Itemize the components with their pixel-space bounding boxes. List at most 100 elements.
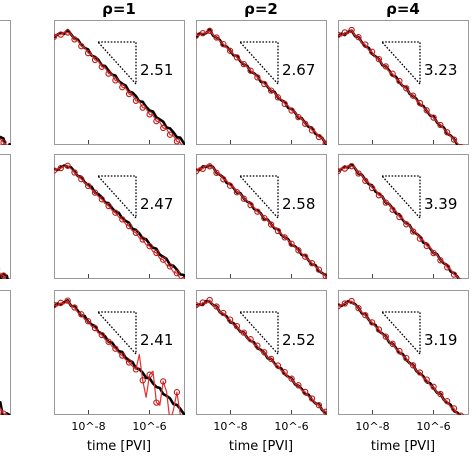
series-red-marker (274, 227, 282, 235)
series-red-marker (308, 260, 316, 267)
series-red-marker (71, 36, 78, 43)
series-red-marker (465, 420, 470, 425)
series-red-marker (199, 30, 206, 37)
series-red-marker (315, 133, 323, 141)
series-red-marker (403, 354, 410, 362)
series-red-marker (91, 56, 99, 64)
panel-plot-area (0, 267, 11, 279)
series-red-marker (409, 228, 417, 235)
x-tick-label: 10^-6 (132, 420, 166, 433)
series-red-marker (0, 139, 7, 145)
panel-2-2: 2.52 (196, 290, 335, 421)
series-red-marker (7, 146, 12, 151)
series-red-marker (330, 416, 335, 421)
panel-1-3: 3.39 (338, 154, 469, 279)
series-red-marker (396, 77, 403, 85)
series-red-marker (355, 170, 362, 177)
series-red-marker (247, 336, 254, 343)
series-red-marker (396, 347, 403, 355)
series-red-marker (254, 74, 261, 81)
panel-plot-area (196, 163, 327, 279)
slope-triangle (238, 41, 279, 86)
series-red-marker (132, 97, 140, 104)
series-red-marker (267, 87, 275, 94)
series-red-marker (389, 206, 396, 213)
series-red-marker (0, 272, 7, 279)
panel-0-0: 2.69 (0, 20, 12, 151)
panel-2-0: .53 (0, 290, 11, 415)
series-red-marker (261, 214, 268, 222)
series-red-marker (78, 176, 85, 183)
series-red-marker (261, 80, 268, 88)
series-red-marker (196, 301, 200, 309)
series-red-marker (403, 85, 410, 92)
series-red-marker (450, 271, 458, 278)
series-red-line (54, 300, 181, 415)
series-black-line (338, 299, 462, 415)
series-red-marker (368, 319, 376, 326)
series-red-marker (57, 31, 64, 38)
series-red-marker (78, 311, 85, 318)
series-red-marker (166, 131, 174, 138)
series-red-line (338, 164, 460, 279)
series-red-marker (459, 278, 463, 279)
series-red-marker (403, 221, 410, 228)
slope-triangle (380, 41, 421, 86)
series-red-marker (153, 249, 160, 257)
slope-triangle (96, 41, 137, 86)
series-red-marker (84, 318, 92, 325)
series-red-marker (188, 152, 193, 157)
series-red-marker (105, 202, 112, 210)
series-red-marker (64, 162, 71, 169)
series-red-marker (322, 272, 327, 279)
series-red-marker (308, 395, 316, 402)
series-red-marker (139, 236, 146, 243)
series-red-marker (382, 63, 389, 70)
series-red-marker (362, 312, 369, 319)
x-axis-label: time [PVI] (371, 439, 435, 454)
series-red-marker (302, 120, 309, 127)
series-red-marker (423, 107, 430, 114)
panel-0-2: 2.67 (196, 20, 335, 153)
x-tick-label: 10^-8 (71, 420, 105, 433)
series-red-marker (57, 299, 64, 306)
panel-plot-area (196, 296, 335, 421)
series-red-marker (226, 182, 234, 189)
series-red-marker (416, 369, 424, 376)
slope-triangle (380, 175, 421, 220)
series-red-marker (119, 352, 126, 359)
series-red-marker (173, 138, 181, 145)
series-red-marker (288, 375, 295, 382)
x-tick-label: 10^-6 (274, 420, 308, 433)
series-red-marker (84, 49, 92, 57)
slope-label: 2.51 (140, 61, 173, 79)
panel-plot-area (0, 401, 11, 415)
series-red-marker (444, 264, 451, 271)
slope-label: 3.23 (424, 61, 457, 79)
slope-triangle (96, 175, 137, 220)
series-red-marker (112, 77, 119, 84)
series-red-marker (274, 94, 282, 101)
series-black-line (196, 299, 327, 415)
series-black-line (54, 28, 185, 145)
slope-label: 2.47 (140, 195, 173, 213)
series-red-marker (240, 60, 247, 68)
series-red-marker (180, 276, 185, 279)
panel-plot-area (338, 297, 470, 425)
panel-frame (54, 20, 185, 145)
series-red-marker (105, 338, 112, 345)
series-red-marker (302, 253, 309, 260)
series-red-marker (119, 216, 126, 223)
series-red-marker (267, 221, 275, 228)
series-red-marker (153, 399, 160, 406)
series-red-marker (430, 249, 437, 257)
column-title: ρ=4 (386, 0, 420, 18)
panel-frame (0, 20, 11, 145)
x-axis-label: time [PVI] (229, 439, 293, 454)
series-red-marker (54, 167, 58, 174)
series-red-marker (368, 48, 376, 55)
panel-plot-area (54, 162, 185, 279)
series-red-marker (181, 433, 186, 438)
series-red-marker (330, 148, 335, 153)
panel-frame (338, 154, 469, 279)
